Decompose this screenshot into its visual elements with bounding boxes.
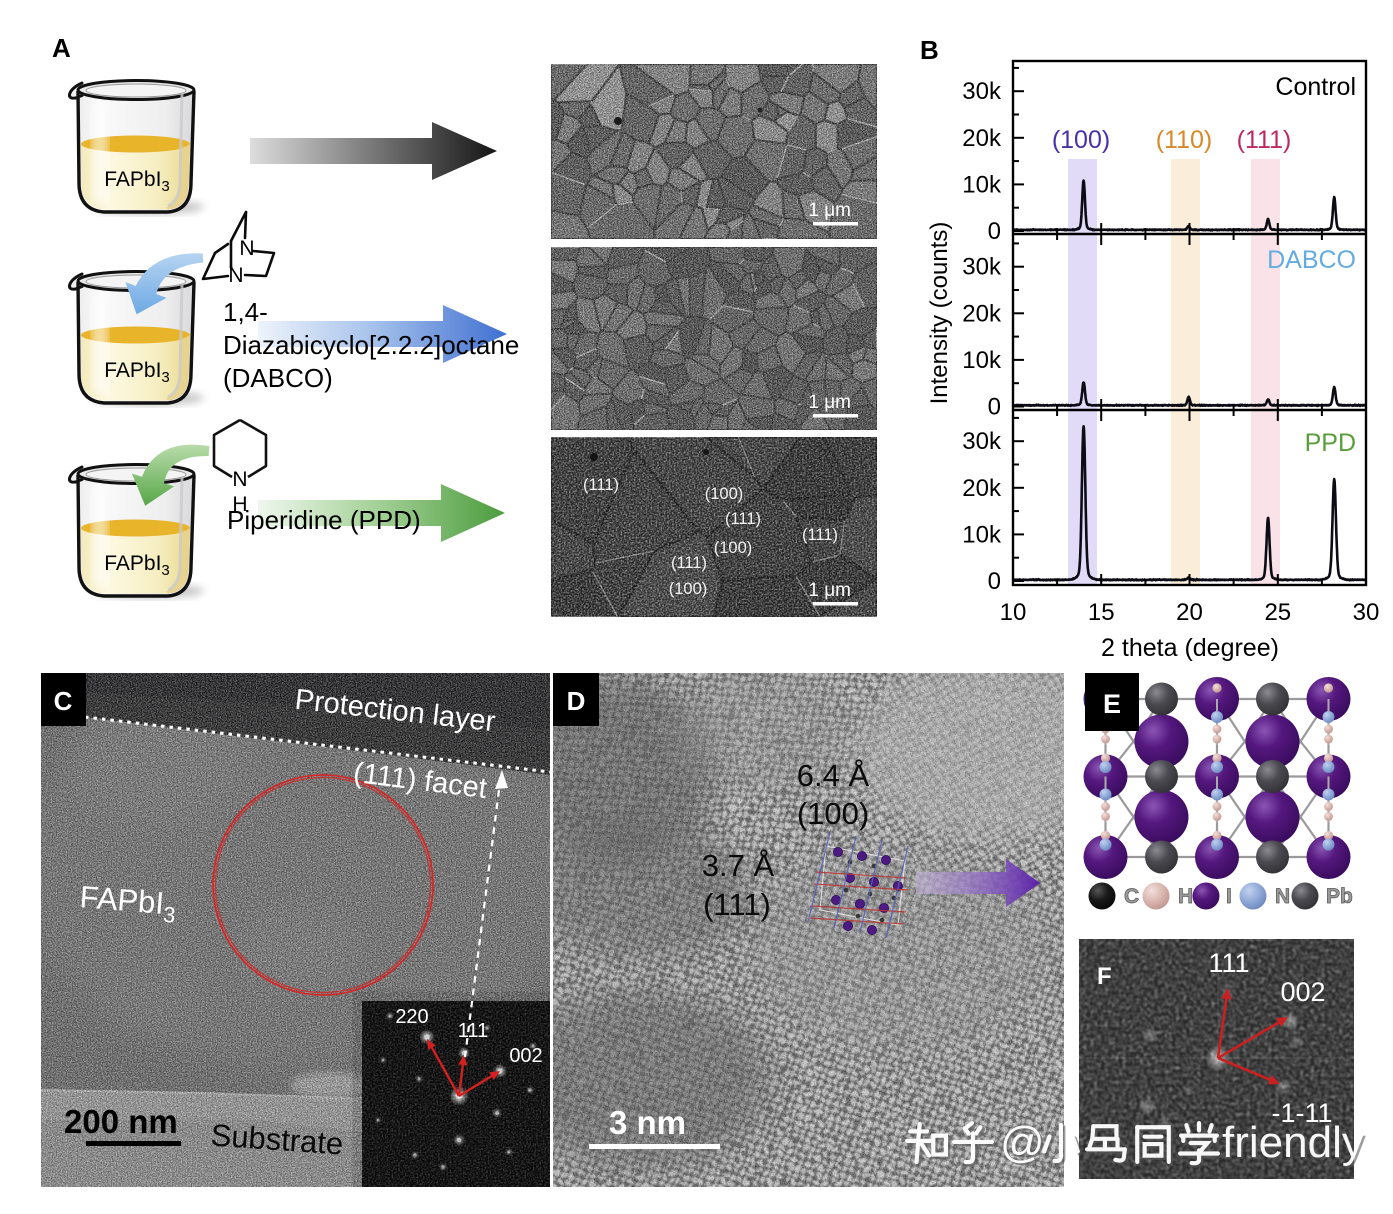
svg-text:(111): (111): [1237, 126, 1292, 154]
svg-text:30k: 30k: [962, 428, 1002, 455]
svg-text:1,4-: 1,4-: [223, 297, 268, 327]
svg-text:(111): (111): [583, 476, 619, 494]
svg-text:220: 220: [395, 1006, 428, 1028]
svg-text:20k: 20k: [962, 300, 1002, 327]
svg-text:1 μm: 1 μm: [808, 580, 851, 601]
svg-text:(111): (111): [802, 526, 838, 544]
svg-text:10k: 10k: [962, 171, 1002, 198]
svg-text:(100): (100): [1052, 126, 1110, 154]
svg-text:30k: 30k: [962, 254, 1002, 281]
svg-text:(DABCO): (DABCO): [223, 363, 333, 393]
svg-text:FAPbI3: FAPbI3: [104, 168, 170, 195]
svg-text:C: C: [54, 686, 73, 716]
svg-text:PPD: PPD: [1305, 429, 1356, 457]
svg-text:111: 111: [458, 1020, 488, 1042]
svg-text:(100): (100): [669, 580, 708, 598]
svg-text:(100): (100): [797, 796, 869, 831]
svg-text:DABCO: DABCO: [1267, 246, 1356, 274]
svg-text:25: 25: [1264, 599, 1291, 626]
svg-text:0: 0: [988, 394, 1001, 421]
svg-text:1 μm: 1 μm: [808, 392, 851, 413]
svg-text:friendly: friendly: [1222, 1118, 1364, 1167]
svg-text:(111): (111): [671, 554, 707, 572]
svg-text:Intensity (counts): Intensity (counts): [926, 222, 953, 405]
svg-text:(100): (100): [705, 485, 744, 503]
svg-text:30k: 30k: [962, 78, 1002, 105]
svg-text:200 nm: 200 nm: [64, 1103, 178, 1140]
svg-text:002: 002: [509, 1045, 542, 1067]
svg-text:3.7 Å: 3.7 Å: [702, 848, 775, 883]
svg-text:N: N: [232, 468, 247, 491]
svg-text:Control: Control: [1275, 73, 1356, 101]
svg-text:B: B: [920, 35, 939, 65]
svg-text:(100): (100): [714, 539, 753, 557]
svg-text:30: 30: [1353, 599, 1380, 626]
svg-text:@: @: [1000, 1118, 1045, 1167]
svg-text:(111): (111): [703, 887, 771, 922]
svg-text:0: 0: [988, 218, 1001, 245]
svg-text:10k: 10k: [962, 521, 1002, 548]
svg-text:20: 20: [1176, 599, 1203, 626]
svg-text:20k: 20k: [962, 125, 1002, 152]
svg-text:1 μm: 1 μm: [808, 200, 851, 221]
svg-text:Diazabicyclo[2.2.2]octane: Diazabicyclo[2.2.2]octane: [223, 330, 519, 360]
svg-text:FAPbI3: FAPbI3: [104, 359, 170, 386]
svg-text:(111): (111): [725, 510, 761, 528]
svg-text:A: A: [52, 33, 71, 63]
svg-text:002: 002: [1280, 977, 1325, 1007]
svg-text:Pb: Pb: [1326, 885, 1353, 908]
svg-text:E: E: [1103, 689, 1121, 719]
svg-text:6.4 Å: 6.4 Å: [797, 758, 870, 793]
svg-text:10: 10: [1000, 599, 1027, 626]
svg-text:15: 15: [1088, 599, 1115, 626]
svg-text:Piperidine (PPD): Piperidine (PPD): [227, 505, 421, 535]
svg-text:H: H: [1178, 885, 1193, 908]
svg-text:F: F: [1097, 963, 1112, 990]
svg-text:10k: 10k: [962, 347, 1002, 374]
svg-text:D: D: [567, 686, 586, 716]
svg-text:0: 0: [988, 568, 1001, 595]
svg-text:FAPbI3: FAPbI3: [104, 552, 170, 579]
svg-text:I: I: [1226, 885, 1232, 908]
svg-text:N: N: [228, 264, 243, 287]
svg-text:3 nm: 3 nm: [609, 1104, 686, 1141]
svg-text:N: N: [1275, 885, 1290, 908]
svg-text:111: 111: [1208, 948, 1249, 978]
svg-text:20k: 20k: [962, 475, 1002, 502]
svg-text:(110): (110): [1156, 126, 1213, 154]
svg-text:N: N: [239, 237, 254, 260]
svg-text:C: C: [1124, 885, 1139, 908]
svg-text:2 theta (degree): 2 theta (degree): [1101, 634, 1279, 662]
